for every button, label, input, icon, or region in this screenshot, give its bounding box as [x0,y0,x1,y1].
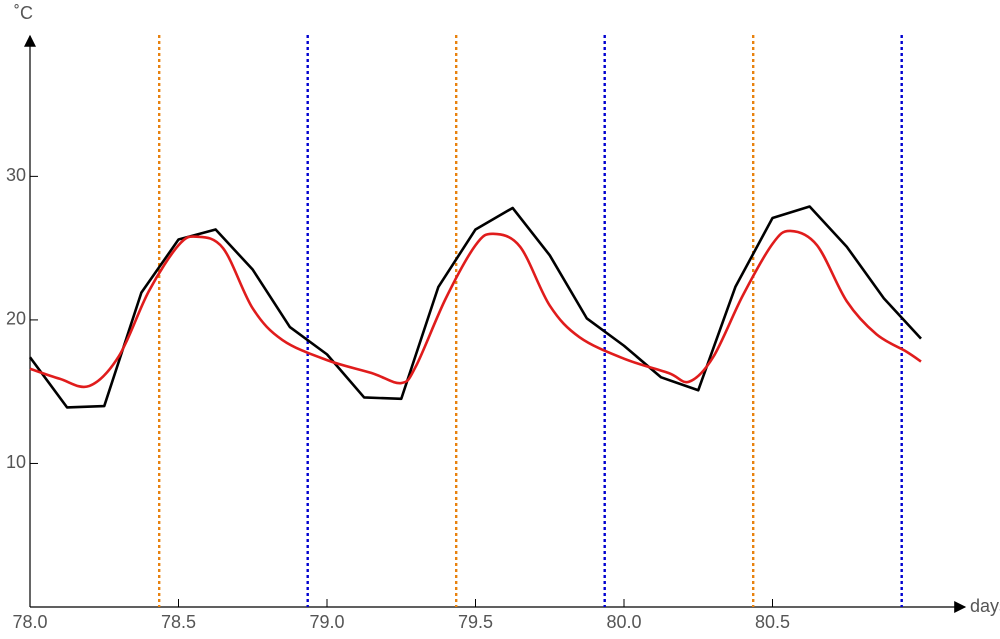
series-line [29,229,922,389]
x-tick-label: 78.0 [12,612,47,632]
x-tick-label: 78.5 [161,612,196,632]
series-line [28,205,922,409]
y-tick-label: 20 [6,309,26,329]
x-tick-label: 80.5 [755,612,790,632]
x-axis-label: days [970,596,1000,616]
x-tick-label: 79.0 [309,612,344,632]
x-tick-label: 80.0 [606,612,641,632]
y-tick-label: 30 [6,165,26,185]
y-tick-label: 10 [6,452,26,472]
x-tick-label: 79.5 [458,612,493,632]
plot-area: 78.0 78.5 79.0 79.5 80.0 80.5 10 20 30 [6,35,922,632]
y-axis-label: ˚C [14,3,33,23]
